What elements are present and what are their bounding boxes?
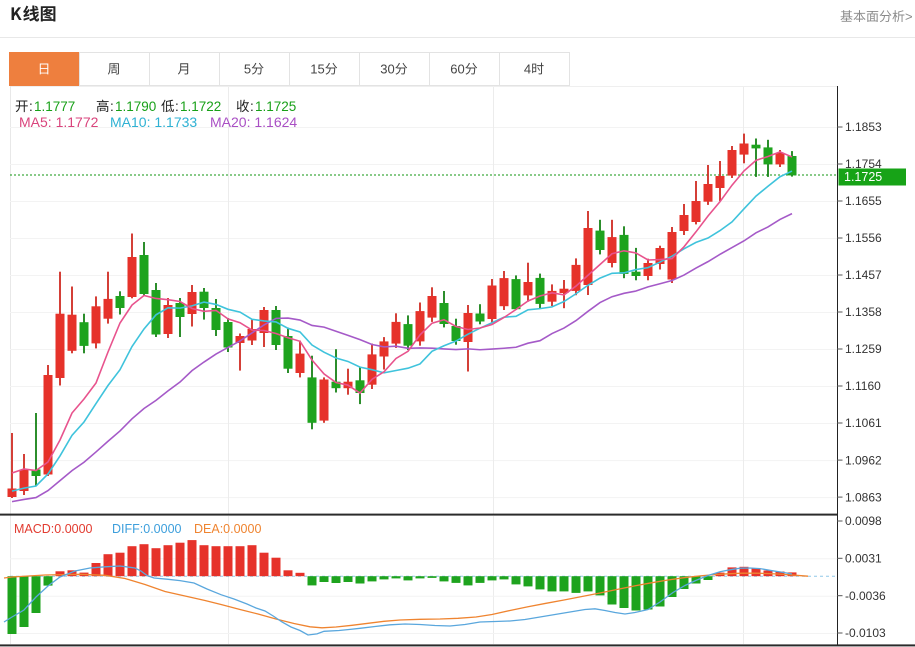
svg-text:-0.0103: -0.0103 bbox=[845, 626, 886, 640]
svg-text:15: 15 bbox=[310, 62, 324, 77]
svg-text::: : bbox=[175, 99, 179, 114]
svg-text::: : bbox=[29, 99, 33, 114]
svg-text:60: 60 bbox=[450, 62, 464, 77]
svg-text:1.1725: 1.1725 bbox=[844, 170, 882, 184]
svg-text::: : bbox=[250, 99, 254, 114]
svg-text:MA5: 1.1772: MA5: 1.1772 bbox=[19, 114, 99, 130]
svg-text:1.1853: 1.1853 bbox=[845, 120, 882, 134]
svg-text:1.1061: 1.1061 bbox=[845, 416, 882, 430]
svg-text:1.0863: 1.0863 bbox=[845, 490, 882, 504]
svg-text:1.1655: 1.1655 bbox=[845, 194, 882, 208]
svg-text:0.0031: 0.0031 bbox=[845, 552, 882, 566]
svg-text:1.1457: 1.1457 bbox=[845, 268, 882, 282]
svg-text:1.0962: 1.0962 bbox=[845, 453, 882, 467]
svg-text:1.1722: 1.1722 bbox=[180, 99, 221, 114]
svg-text:1.1160: 1.1160 bbox=[845, 379, 881, 393]
svg-text:MA10: 1.1733: MA10: 1.1733 bbox=[110, 114, 197, 130]
svg-text:1.1754: 1.1754 bbox=[845, 157, 882, 171]
svg-text:5: 5 bbox=[244, 62, 251, 77]
svg-text:0.0098: 0.0098 bbox=[845, 514, 882, 528]
svg-text:DEA:0.0000: DEA:0.0000 bbox=[194, 522, 261, 536]
svg-text:-0.0036: -0.0036 bbox=[845, 589, 886, 603]
svg-text:>: > bbox=[905, 9, 913, 24]
svg-text:1.1259: 1.1259 bbox=[845, 342, 882, 356]
svg-text:1.1725: 1.1725 bbox=[255, 99, 296, 114]
svg-text:1.1358: 1.1358 bbox=[845, 305, 882, 319]
svg-text:1.1777: 1.1777 bbox=[34, 99, 75, 114]
svg-text:MA20: 1.1624: MA20: 1.1624 bbox=[210, 114, 297, 130]
svg-text:MACD:0.0000: MACD:0.0000 bbox=[14, 522, 93, 536]
svg-text::: : bbox=[110, 99, 114, 114]
svg-text:1.1790: 1.1790 bbox=[115, 99, 156, 114]
svg-text:30: 30 bbox=[380, 62, 394, 77]
svg-text:DIFF:0.0000: DIFF:0.0000 bbox=[112, 522, 182, 536]
svg-text:4: 4 bbox=[524, 62, 531, 77]
svg-text:1.1556: 1.1556 bbox=[845, 231, 882, 245]
